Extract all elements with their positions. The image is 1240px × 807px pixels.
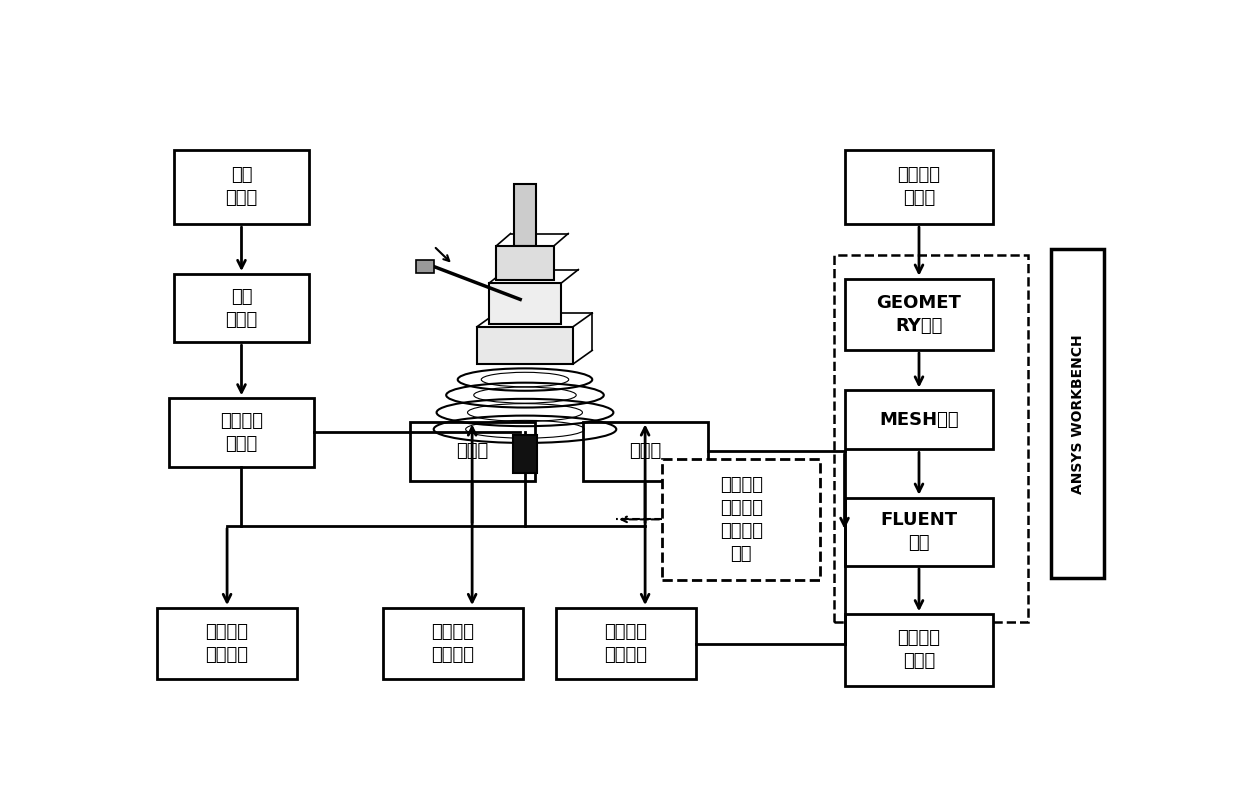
Text: 质量流量
控制器: 质量流量 控制器 [219, 412, 263, 453]
Bar [557, 608, 696, 679]
Bar [583, 421, 708, 480]
Bar [174, 149, 309, 224]
Bar [662, 459, 821, 580]
Bar [844, 498, 993, 566]
Text: 试件考核
段模型: 试件考核 段模型 [898, 166, 940, 207]
Bar [835, 255, 1028, 622]
Bar [170, 398, 314, 466]
Text: 考核段进
出口温度: 考核段进 出口温度 [432, 623, 475, 664]
Text: 匝数不同
的涡旋状
感应加热
线圈: 匝数不同 的涡旋状 感应加热 线圈 [719, 476, 763, 562]
Text: 考核段温
度梯度: 考核段温 度梯度 [898, 629, 940, 671]
Bar [844, 278, 993, 350]
Bar [844, 614, 993, 686]
Bar [174, 274, 309, 342]
Bar [477, 327, 573, 364]
Text: ANSYS WORKBENCH: ANSYS WORKBENCH [1070, 334, 1085, 494]
Text: MESH模块: MESH模块 [879, 411, 959, 429]
Bar [844, 391, 993, 449]
Text: GEOMET
RY模块: GEOMET RY模块 [877, 294, 961, 335]
Text: 热电偶: 热电偶 [456, 442, 489, 460]
Bar [489, 283, 560, 324]
Bar [844, 149, 993, 224]
Text: FLUENT
模块: FLUENT 模块 [880, 512, 957, 552]
Text: 空气
压缩机: 空气 压缩机 [226, 166, 258, 207]
Text: 气动
三联件: 气动 三联件 [226, 287, 258, 328]
Bar [1052, 249, 1104, 579]
Text: 考核段进
出口压力: 考核段进 出口压力 [604, 623, 647, 664]
Bar [409, 421, 534, 480]
Bar [513, 436, 537, 473]
Bar [417, 261, 434, 273]
Text: 皮托管: 皮托管 [629, 442, 661, 460]
Bar [515, 184, 536, 246]
Bar [496, 246, 554, 280]
Text: 考核段外
壁面温度: 考核段外 壁面温度 [206, 623, 248, 664]
Bar [383, 608, 522, 679]
Bar [157, 608, 296, 679]
